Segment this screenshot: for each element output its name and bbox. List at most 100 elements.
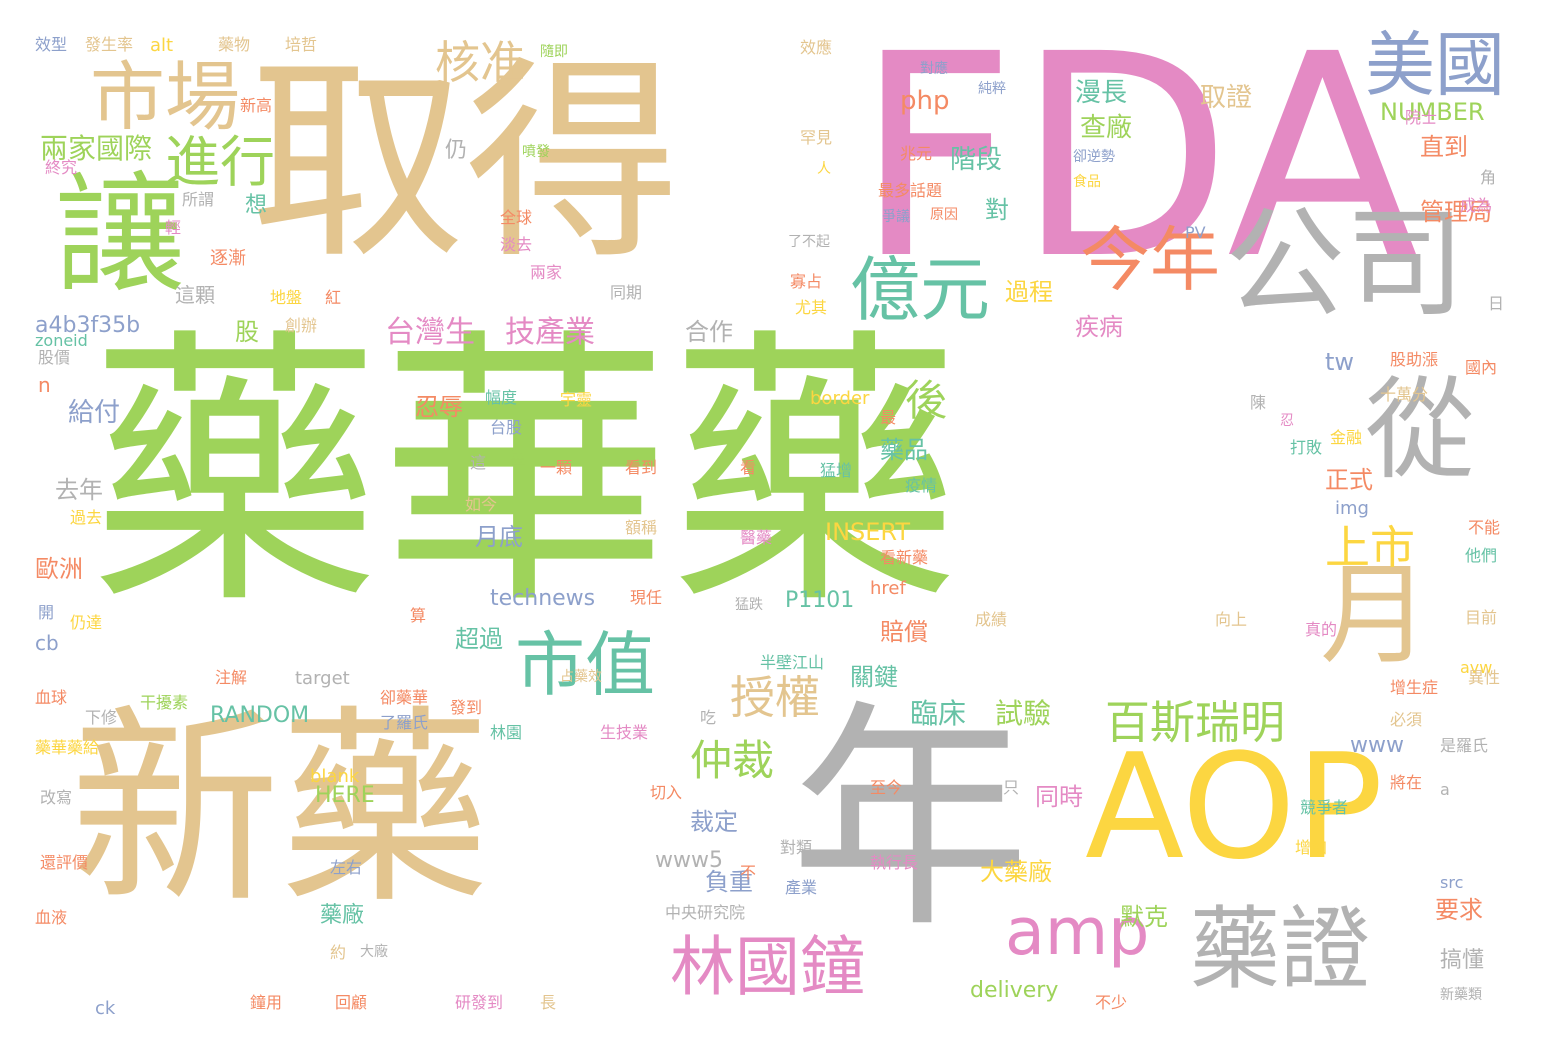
cloud-word: 最多話題 bbox=[878, 181, 943, 200]
cloud-word: 不 bbox=[740, 863, 757, 882]
cloud-word: 大藥廠 bbox=[980, 858, 1052, 886]
cloud-word: 搞懂 bbox=[1440, 948, 1485, 973]
cloud-word: href bbox=[870, 578, 906, 599]
cloud-word: 藥物 bbox=[218, 35, 251, 54]
cloud-word: 下修 bbox=[85, 708, 118, 727]
cloud-word: 去年 bbox=[55, 476, 103, 504]
cloud-word: 新藥類 bbox=[1440, 987, 1482, 1003]
cloud-word: 藥廠 bbox=[320, 903, 365, 928]
cloud-word: INSERT bbox=[825, 518, 911, 546]
cloud-word: 從 bbox=[1365, 366, 1475, 494]
cloud-word: 異性 bbox=[1468, 668, 1501, 687]
cloud-word: 紅 bbox=[325, 288, 342, 307]
cloud-word: 林園 bbox=[490, 723, 523, 742]
cloud-word: 尤其 bbox=[795, 298, 828, 317]
cloud-word: 地盤 bbox=[270, 288, 303, 307]
cloud-word: HERE bbox=[315, 783, 375, 808]
cloud-word: 藥華藥 bbox=[90, 306, 960, 643]
cloud-word: 生技業 bbox=[600, 723, 649, 742]
cloud-word: 將在 bbox=[1390, 773, 1423, 792]
cloud-word: 給付 bbox=[68, 398, 121, 428]
cloud-word: 淡去 bbox=[500, 235, 533, 254]
cloud-word: 上市 bbox=[1325, 521, 1416, 574]
cloud-word: 要求 bbox=[1435, 896, 1483, 924]
cloud-word: 查廠 bbox=[1080, 113, 1133, 143]
cloud-word: n bbox=[38, 373, 51, 397]
cloud-word: 藥品 bbox=[880, 436, 928, 464]
cloud-word: 研發到 bbox=[455, 993, 504, 1012]
cloud-word: 同期 bbox=[610, 283, 643, 302]
cloud-word: 美國 bbox=[1365, 24, 1505, 106]
cloud-word: 藥證 bbox=[1190, 897, 1370, 1002]
cloud-word: php bbox=[900, 86, 950, 116]
cloud-word: 看 bbox=[740, 458, 757, 477]
cloud-word: 陳 bbox=[1250, 393, 1267, 412]
cloud-word: 至今 bbox=[870, 778, 903, 797]
cloud-word: 技產業 bbox=[505, 315, 595, 350]
cloud-word: 開 bbox=[38, 603, 55, 622]
cloud-word: 正式 bbox=[1325, 466, 1373, 494]
cloud-word: 月底 bbox=[475, 523, 523, 551]
cloud-word: tw bbox=[1325, 348, 1355, 376]
cloud-word: 是羅氏 bbox=[1440, 736, 1489, 755]
cloud-word: 公司 bbox=[1225, 195, 1465, 334]
cloud-word: 臨床 bbox=[910, 697, 967, 730]
cloud-word: avw bbox=[1460, 658, 1493, 677]
cloud-word: 忍 bbox=[1280, 413, 1294, 429]
cloud-word: 年 bbox=[790, 680, 1031, 960]
cloud-word: 競爭者 bbox=[1300, 798, 1349, 817]
cloud-word: 林國鐘 bbox=[670, 930, 866, 1005]
cloud-word: RANDOM bbox=[210, 703, 310, 728]
cloud-word: www bbox=[1350, 733, 1404, 758]
cloud-word: 原因 bbox=[930, 207, 958, 223]
cloud-word: 增加 bbox=[1295, 838, 1328, 857]
cloud-word: 必須 bbox=[1390, 710, 1423, 729]
cloud-word: 想 bbox=[245, 193, 268, 218]
cloud-word: 寡占 bbox=[790, 272, 823, 291]
cloud-word: 算 bbox=[410, 606, 427, 625]
cloud-word: 仲裁 bbox=[690, 736, 775, 785]
cloud-word: 左右 bbox=[330, 858, 363, 877]
cloud-word: P1101 bbox=[785, 588, 855, 613]
cloud-word: 輕 bbox=[165, 218, 182, 237]
cloud-word: 他們 bbox=[1465, 546, 1498, 565]
cloud-word: 吃 bbox=[700, 708, 717, 727]
cloud-word: technews bbox=[490, 586, 596, 611]
cloud-word: 今年 bbox=[1080, 219, 1220, 301]
cloud-word: 股 bbox=[235, 318, 259, 346]
cloud-word: 成績 bbox=[975, 610, 1008, 629]
cloud-word: 向上 bbox=[1215, 610, 1248, 629]
cloud-word: 台灣生 bbox=[385, 315, 475, 350]
cloud-word: 現任 bbox=[630, 588, 663, 607]
cloud-word: 了羅氏 bbox=[380, 713, 429, 732]
cloud-word: www5 bbox=[655, 848, 723, 873]
cloud-word: 管理局 bbox=[1420, 198, 1492, 226]
cloud-word: 過程 bbox=[1005, 278, 1053, 306]
cloud-word: 疾病 bbox=[1075, 313, 1123, 341]
cloud-word: 效型 bbox=[35, 35, 68, 54]
cloud-word: FDA bbox=[855, 0, 1419, 321]
cloud-word: 罕見 bbox=[800, 128, 833, 147]
cloud-word: 階段 bbox=[950, 145, 1003, 175]
cloud-word: 靈 bbox=[510, 448, 527, 467]
cloud-word: 國內 bbox=[1465, 358, 1498, 377]
cloud-word: a4b3f35b bbox=[35, 313, 141, 338]
cloud-word: 歐洲 bbox=[35, 555, 83, 583]
cloud-word: src bbox=[1440, 873, 1464, 892]
cloud-word: zoneid bbox=[35, 331, 88, 350]
cloud-word: 對類 bbox=[780, 838, 813, 857]
cloud-word: 兩家國際 bbox=[40, 132, 153, 165]
cloud-word: 授權 bbox=[730, 671, 821, 724]
cloud-word: 醫藥 bbox=[740, 528, 773, 547]
cloud-word: 增生症 bbox=[1390, 678, 1439, 697]
cloud-word: 噴發 bbox=[522, 144, 550, 160]
cloud-word: 讓 bbox=[55, 159, 186, 311]
cloud-word: 只 bbox=[1003, 778, 1020, 797]
cloud-word: 默克 bbox=[1120, 903, 1168, 931]
cloud-word: 全球 bbox=[500, 208, 533, 227]
cloud-word: 藥華藥給 bbox=[35, 738, 100, 757]
cloud-word: 幅度 bbox=[485, 388, 518, 407]
cloud-word: cb bbox=[35, 631, 59, 655]
cloud-word: 不少 bbox=[1095, 993, 1128, 1012]
cloud-word: 過去 bbox=[70, 508, 103, 527]
